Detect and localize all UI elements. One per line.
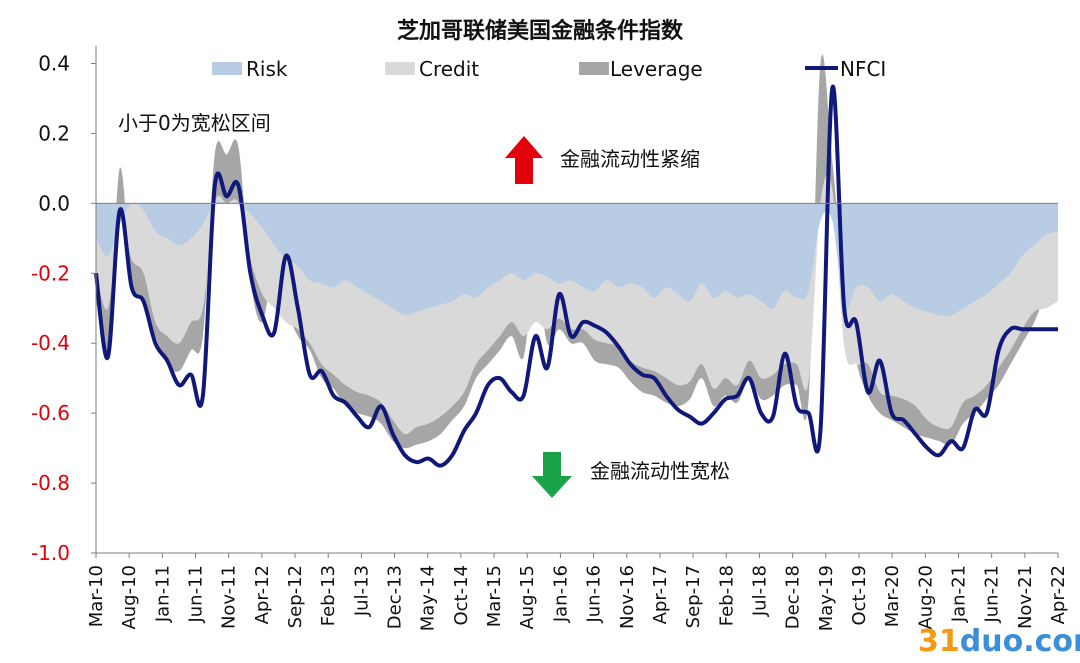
legend-label-credit: Credit	[419, 57, 479, 81]
x-tick-label: May-19	[816, 565, 837, 631]
tightening-label: 金融流动性紧缩	[560, 147, 700, 171]
legend-swatch-leverage	[579, 62, 609, 75]
x-tick-label: Apr-17	[650, 565, 671, 624]
y-tick-label: -0.6	[31, 401, 70, 425]
arrow-up-icon	[505, 136, 543, 184]
y-tick-label: -0.2	[31, 261, 70, 285]
y-tick-label: -1.0	[31, 541, 70, 565]
y-tick-labels: 0.4 0.2 0.0 -0.2 -0.4 -0.6 -0.8 -1.0	[31, 51, 96, 565]
x-tick-label: Jun-11	[186, 565, 207, 624]
nfci-layer	[94, 84, 1058, 468]
legend-swatch-risk	[212, 62, 242, 75]
x-tick-label: Mar-10	[86, 565, 107, 627]
line-nfci	[94, 84, 1058, 468]
arrow-down-icon	[532, 452, 572, 498]
x-tick-label: Apr-12	[252, 565, 273, 624]
legend: Risk Credit Leverage NFCI	[212, 57, 886, 81]
x-tick-label: Oct-14	[451, 565, 472, 626]
easing-note: 小于0为宽松区间	[118, 111, 271, 135]
x-tick-label: Aug-15	[517, 565, 538, 630]
x-tick-label: May-14	[418, 565, 439, 631]
x-tick-label: Dec-13	[385, 565, 406, 629]
x-tick-label: Aug-10	[119, 565, 140, 630]
y-tick-label: -0.4	[31, 331, 70, 355]
area-risk	[96, 201, 1058, 316]
x-tick-label: Jan-21	[948, 565, 969, 623]
x-tick-label: Jul-18	[749, 565, 770, 617]
x-tick-label: Jun-16	[584, 565, 605, 624]
x-tick-label: Dec-18	[783, 565, 804, 629]
x-tick-label: Mar-20	[882, 565, 903, 627]
x-tick-label: Apr-22	[1048, 565, 1069, 624]
x-tick-labels: Mar-10 Aug-10 Jan-11 Jun-11 Nov-11 Apr-12 Sep-…	[86, 552, 1069, 631]
legend-label-leverage: Leverage	[610, 57, 703, 81]
x-tick-label: Aug-20	[915, 565, 936, 630]
x-tick-label: Sep-12	[285, 565, 306, 628]
x-tick-label: Sep-17	[683, 565, 704, 628]
x-tick-label: Jul-13	[351, 565, 372, 617]
legend-label-risk: Risk	[246, 57, 288, 81]
x-tick-label: Jan-11	[152, 565, 173, 623]
x-tick-label: Mar-15	[484, 565, 505, 627]
loosening-label: 金融流动性宽松	[590, 459, 730, 483]
x-tick-label: Nov-11	[219, 565, 240, 629]
x-tick-label: Oct-19	[849, 565, 870, 626]
y-tick-label: 0.2	[38, 121, 70, 145]
chart-title: 芝加哥联储美国金融条件指数	[397, 18, 684, 44]
x-tick-label: Nov-16	[617, 565, 638, 629]
watermark-logo: 31duo.com	[918, 624, 1080, 659]
legend-swatch-credit	[385, 62, 415, 75]
legend-label-nfci: NFCI	[840, 57, 886, 81]
x-tick-label: Feb-13	[318, 565, 339, 626]
x-tick-label: Jan-16	[550, 565, 571, 623]
x-tick-label: Feb-18	[716, 565, 737, 626]
x-tick-label: Nov-21	[1015, 565, 1036, 629]
y-tick-label: -0.8	[31, 471, 70, 495]
area-layers	[96, 54, 1058, 449]
y-tick-label: 0.0	[38, 191, 70, 215]
x-tick-label: Jun-21	[982, 565, 1003, 624]
y-tick-label: 0.4	[38, 51, 70, 75]
